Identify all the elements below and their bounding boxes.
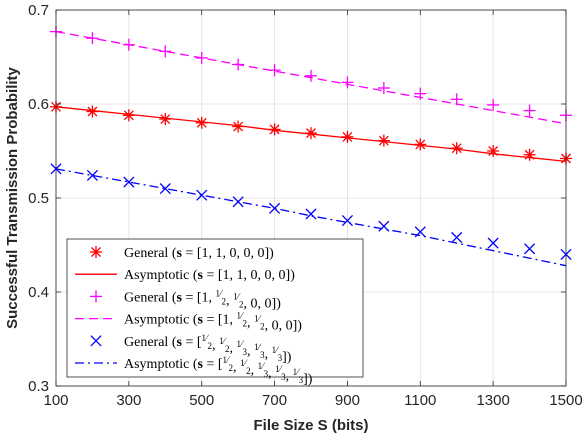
- legend-entry: General (s = [1, 1, 0, 0, 0]): [90, 246, 274, 261]
- data-point-x: [86, 169, 98, 181]
- legend-entry: Asymptotic (s = [1⁄2, 1⁄2, 1⁄3, 1⁄3, 1⁄3…: [75, 355, 313, 387]
- x-axis-title: File Size S (bits): [253, 417, 368, 434]
- data-point-x: [123, 176, 135, 188]
- legend-label: Asymptotic (s = [1, 1⁄2, 1⁄2, 0, 0]): [124, 311, 302, 334]
- x-tick-label: 500: [189, 392, 214, 409]
- series-line: [55, 106, 567, 162]
- data-point-x: [196, 189, 208, 201]
- data-point-plus: [86, 32, 99, 45]
- series-line: [55, 168, 567, 267]
- x-tick-label: 1500: [549, 392, 582, 409]
- data-point-plus: [159, 45, 172, 58]
- data-point-asterisk: [523, 148, 536, 161]
- x-tick-label: 1100: [404, 392, 436, 409]
- data-point-asterisk: [487, 145, 500, 157]
- data-point-plus: [523, 104, 536, 117]
- y-tick-label: 0.3: [28, 378, 49, 395]
- data-point-x: [159, 183, 171, 195]
- ticks: 100 300 500 700 900 1100 1300 1500 0.3 0.4 0.5 0.6 0…: [28, 2, 583, 409]
- legend-entry: General (s = [1, 1⁄2, 1⁄2, 0, 0]): [90, 288, 281, 311]
- legend-marker-swatch: [90, 246, 102, 258]
- y-tick-label: 0.7: [28, 2, 49, 19]
- y-axis-title: Successful Transmission Probability: [4, 66, 21, 328]
- data-point-asterisk: [86, 105, 99, 118]
- data-point-plus: [341, 76, 354, 89]
- y-tick-label: 0.5: [28, 190, 49, 207]
- data-point-x: [524, 243, 536, 255]
- x-tick-label: 700: [262, 392, 287, 409]
- data-point-x: [341, 215, 353, 227]
- data-point-asterisk: [232, 120, 245, 133]
- legend-entry: Asymptotic (s = [1, 1, 0, 0, 0]): [75, 268, 295, 283]
- legend-marker-swatch: [90, 335, 102, 347]
- series-line: [55, 30, 567, 125]
- legend-label: General (s = [1, 1, 0, 0, 0]): [124, 246, 274, 261]
- legend-label: General (s = [1⁄2, 1⁄2, 1⁄3, 1⁄3, 1⁄3]): [124, 333, 292, 365]
- data-point-plus: [450, 93, 463, 106]
- data-point-plus: [377, 82, 390, 95]
- data-point-plus: [487, 98, 500, 111]
- legend-label: Asymptotic (s = [1⁄2, 1⁄2, 1⁄3, 1⁄3, 1⁄3…: [124, 355, 313, 387]
- data-point-plus: [305, 69, 317, 82]
- legend: General (s = [1, 1, 0, 0, 0]) Asymptotic …: [66, 238, 364, 387]
- legend-entry: Asymptotic (s = [1, 1⁄2, 1⁄2, 0, 0]): [75, 311, 302, 334]
- data-point-x: [305, 208, 317, 220]
- x-tick-label: 300: [116, 392, 141, 409]
- x-tick-label: 1300: [476, 392, 509, 409]
- x-tick-label: 100: [43, 392, 68, 409]
- x-tick-label: 900: [335, 392, 360, 409]
- legend-box: [66, 238, 364, 378]
- data-point-x: [487, 237, 499, 249]
- legend-label: General (s = [1, 1⁄2, 1⁄2, 0, 0]): [124, 288, 281, 311]
- legend-label: Asymptotic (s = [1, 1, 0, 0, 0]): [124, 268, 295, 283]
- data-point-asterisk: [305, 127, 317, 140]
- y-tick-label: 0.4: [28, 284, 49, 301]
- legend-entry: General (s = [1⁄2, 1⁄2, 1⁄3, 1⁄3, 1⁄3]): [90, 333, 292, 365]
- y-tick-label: 0.6: [28, 96, 49, 113]
- legend-marker-swatch: [90, 290, 102, 303]
- data-point-x: [451, 231, 463, 244]
